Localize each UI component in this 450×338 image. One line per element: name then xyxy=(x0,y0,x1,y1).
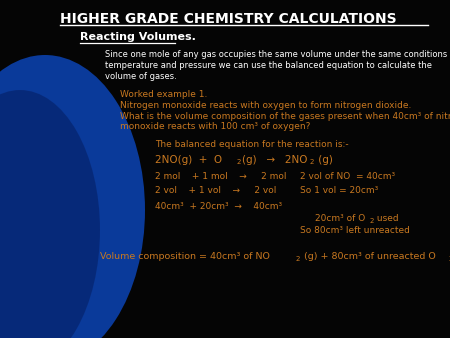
Text: Reacting Volumes.: Reacting Volumes. xyxy=(80,32,196,42)
Text: volume of gases.: volume of gases. xyxy=(105,72,177,81)
Ellipse shape xyxy=(0,90,100,338)
Text: 2: 2 xyxy=(237,159,241,165)
Text: (g) + 80cm³ of unreacted O: (g) + 80cm³ of unreacted O xyxy=(301,252,436,261)
Text: Volume composition = 40cm³ of NO: Volume composition = 40cm³ of NO xyxy=(100,252,270,261)
Text: (g): (g) xyxy=(315,155,333,165)
Text: HIGHER GRADE CHEMISTRY CALCULATIONS: HIGHER GRADE CHEMISTRY CALCULATIONS xyxy=(60,12,396,26)
Text: 2: 2 xyxy=(449,256,450,262)
Text: 2 vol of NO  = 40cm³: 2 vol of NO = 40cm³ xyxy=(300,172,395,181)
Text: 20cm³ of O: 20cm³ of O xyxy=(315,214,365,223)
Text: 2: 2 xyxy=(296,256,301,262)
Text: 2: 2 xyxy=(310,159,315,165)
Text: 2 mol    + 1 mol    →     2 mol: 2 mol + 1 mol → 2 mol xyxy=(155,172,287,181)
Text: 2 vol    + 1 vol    →     2 vol: 2 vol + 1 vol → 2 vol xyxy=(155,186,276,195)
Text: So 80cm³ left unreacted: So 80cm³ left unreacted xyxy=(300,226,410,235)
Text: What is the volume composition of the gases present when 40cm³ of nitrogen: What is the volume composition of the ga… xyxy=(120,112,450,121)
Ellipse shape xyxy=(0,55,145,338)
Text: (g)   →   2NO: (g) → 2NO xyxy=(242,155,307,165)
Text: Worked example 1.: Worked example 1. xyxy=(120,90,207,99)
Text: The balanced equation for the reaction is:-: The balanced equation for the reaction i… xyxy=(155,140,349,149)
Text: monoxide reacts with 100 cm³ of oxygen?: monoxide reacts with 100 cm³ of oxygen? xyxy=(120,122,310,131)
Text: So 1 vol = 20cm³: So 1 vol = 20cm³ xyxy=(300,186,378,195)
Text: Since one mole of any gas occupies the same volume under the same conditions of: Since one mole of any gas occupies the s… xyxy=(105,50,450,59)
Text: 2: 2 xyxy=(370,218,374,224)
Text: 2NO(g)  +  O: 2NO(g) + O xyxy=(155,155,222,165)
Text: Nitrogen monoxide reacts with oxygen to form nitrogen dioxide.: Nitrogen monoxide reacts with oxygen to … xyxy=(120,101,411,110)
Text: temperature and pressure we can use the balanced equation to calculate the: temperature and pressure we can use the … xyxy=(105,61,432,70)
Text: 40cm³  + 20cm³  →    40cm³: 40cm³ + 20cm³ → 40cm³ xyxy=(155,202,282,211)
Text: used: used xyxy=(374,214,399,223)
